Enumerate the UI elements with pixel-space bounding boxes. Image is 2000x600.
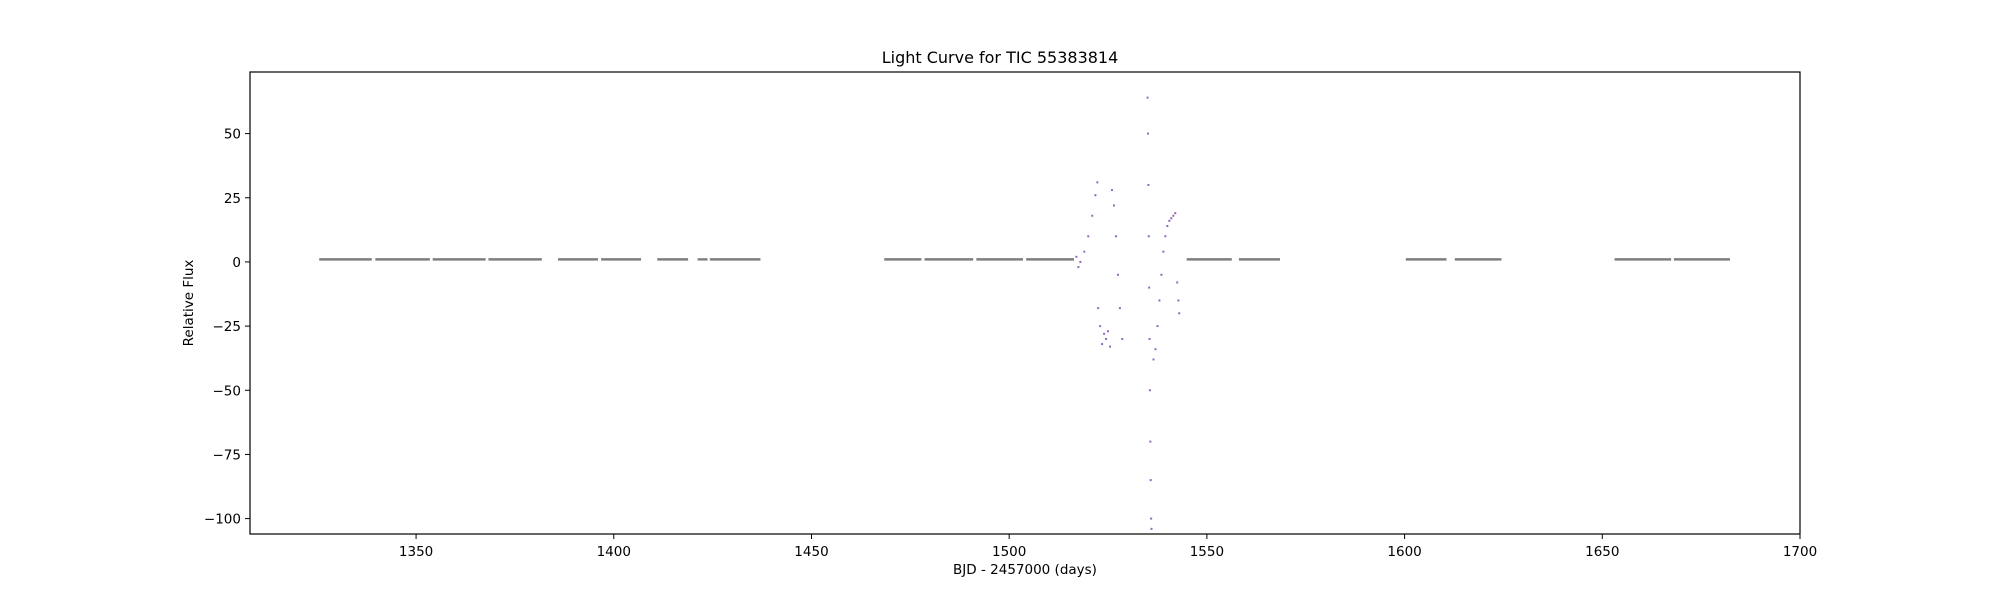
data-point-9 — [1099, 325, 1102, 328]
data-point-2 — [1079, 260, 1082, 263]
data-point-24 — [1147, 235, 1150, 238]
data-point-44 — [1176, 281, 1179, 284]
data-point-4 — [1087, 235, 1090, 238]
x-tick-label: 1350 — [399, 544, 433, 560]
chart-title: Light Curve for TIC 55383814 — [882, 48, 1119, 67]
x-tick-label: 1500 — [992, 544, 1026, 560]
y-tick-label: −100 — [204, 512, 241, 528]
data-point-25 — [1148, 286, 1151, 289]
data-point-27 — [1148, 389, 1151, 392]
data-point-6 — [1094, 194, 1097, 197]
data-point-7 — [1096, 181, 1099, 184]
data-point-33 — [1154, 348, 1157, 351]
x-tick-label: 1650 — [1585, 544, 1619, 560]
x-tick-label: 1700 — [1783, 544, 1817, 560]
data-point-39 — [1166, 225, 1169, 227]
data-point-1 — [1077, 266, 1080, 269]
y-tick-label: −50 — [213, 383, 242, 399]
data-point-37 — [1162, 250, 1165, 253]
data-point-8 — [1097, 307, 1100, 310]
data-point-5 — [1091, 214, 1094, 217]
data-point-11 — [1103, 332, 1106, 335]
data-point-36 — [1160, 273, 1163, 276]
x-axis: 1350 1400 1450 1500 1550 1600 1650 1700 — [399, 534, 1817, 560]
data-point-0 — [1075, 255, 1078, 258]
data-point-43 — [1174, 212, 1177, 215]
data-point-40 — [1168, 219, 1171, 222]
data-layer — [319, 96, 1731, 530]
data-point-38 — [1164, 235, 1167, 238]
data-point-26 — [1148, 337, 1151, 340]
data-point-32 — [1152, 358, 1155, 361]
x-tick-label: 1550 — [1190, 544, 1224, 560]
y-tick-label: 0 — [232, 255, 241, 271]
data-point-41 — [1170, 217, 1173, 220]
data-point-46 — [1178, 312, 1181, 315]
y-tick-label: −25 — [213, 319, 242, 335]
data-point-18 — [1116, 273, 1119, 276]
data-point-42 — [1172, 214, 1175, 217]
data-point-22 — [1146, 132, 1149, 135]
data-point-3 — [1083, 250, 1086, 253]
data-point-31 — [1150, 527, 1153, 530]
data-point-13 — [1107, 330, 1110, 333]
y-tick-label: 50 — [224, 127, 241, 143]
y-axis: 50 25 0 −25 −50 −75 −100 — [204, 127, 250, 528]
data-point-45 — [1177, 299, 1180, 302]
y-tick-label: 25 — [224, 191, 241, 207]
data-point-16 — [1112, 204, 1115, 207]
y-axis-label: Relative Flux — [181, 260, 197, 347]
data-point-35 — [1158, 299, 1161, 302]
data-point-29 — [1149, 479, 1152, 482]
data-point-19 — [1118, 307, 1121, 310]
data-point-12 — [1105, 337, 1108, 340]
data-point-20 — [1121, 337, 1124, 340]
x-axis-label: BJD - 2457000 (days) — [953, 562, 1097, 578]
data-point-15 — [1110, 189, 1113, 192]
data-point-28 — [1149, 440, 1152, 443]
data-point-21 — [1146, 96, 1149, 99]
data-point-30 — [1150, 517, 1153, 520]
data-point-14 — [1109, 345, 1112, 348]
data-point-34 — [1156, 325, 1159, 328]
data-point-10 — [1101, 343, 1104, 346]
y-tick-label: −75 — [213, 447, 242, 463]
x-tick-label: 1600 — [1387, 544, 1421, 560]
x-tick-label: 1400 — [597, 544, 631, 560]
x-tick-label: 1450 — [794, 544, 828, 560]
data-point-17 — [1114, 235, 1117, 238]
data-point-23 — [1147, 183, 1150, 186]
plot-frame — [249, 71, 1801, 535]
